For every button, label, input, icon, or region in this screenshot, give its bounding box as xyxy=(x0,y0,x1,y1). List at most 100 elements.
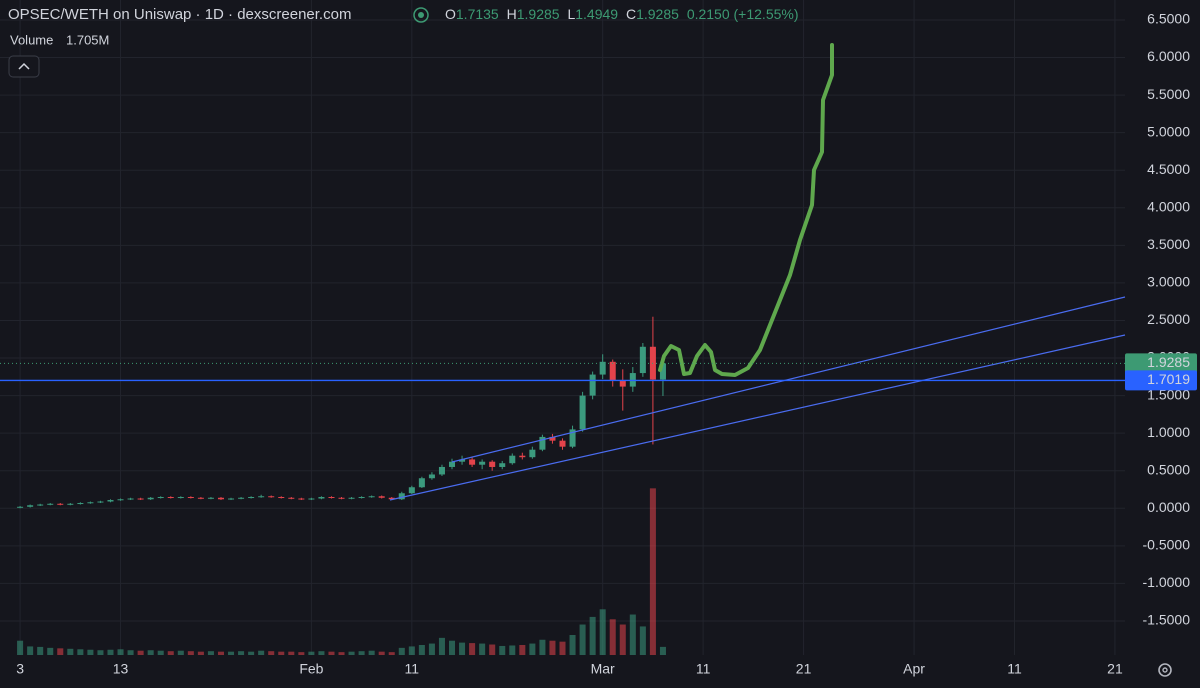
candle-body xyxy=(107,500,114,502)
axes: 6.5000 6.0000 5.5000 5.0000 4.5000 4.0000 3.50… xyxy=(0,11,1197,677)
y-tick-label: 2.5000 xyxy=(1147,311,1190,327)
candle-body xyxy=(268,496,275,498)
ohlc: O1.7135 H1.9285 L1.4949 C1.9285 0.2150 (… xyxy=(445,6,799,22)
x-tick-label: 3 xyxy=(16,661,24,677)
candle-body xyxy=(97,501,104,503)
candle-body xyxy=(519,455,526,458)
volume-bar xyxy=(659,646,666,655)
volume-bar xyxy=(248,651,255,655)
candle-body xyxy=(459,459,466,462)
volume-bar xyxy=(228,651,235,655)
candle-body xyxy=(599,361,606,375)
volume-bar xyxy=(559,641,566,655)
x-tick-label: 11 xyxy=(1007,661,1022,677)
candle-body xyxy=(639,346,646,374)
x-tick-label: 21 xyxy=(796,661,812,677)
volume-bar xyxy=(17,640,24,655)
candle-body xyxy=(448,461,456,467)
candle-body xyxy=(47,503,54,505)
volume-bar xyxy=(87,649,94,655)
volume-bar xyxy=(479,643,486,655)
settings-icon[interactable] xyxy=(1158,663,1172,677)
candle-body xyxy=(388,497,395,500)
volume-bar xyxy=(418,645,425,655)
volume-bar xyxy=(238,651,245,655)
candle-body xyxy=(117,499,124,501)
settings-icon xyxy=(1162,667,1168,673)
volume-bar xyxy=(107,649,114,655)
candle-body xyxy=(318,497,325,499)
x-tick-label: 13 xyxy=(113,661,129,677)
volume-pane xyxy=(17,488,666,655)
y-tick-label: 3.5000 xyxy=(1147,236,1190,252)
candle-body xyxy=(298,498,305,500)
volume-bar xyxy=(428,643,435,655)
candle-body xyxy=(147,497,154,500)
candle-body xyxy=(378,496,385,498)
x-tick-label: Mar xyxy=(591,661,615,677)
collapse-button[interactable] xyxy=(8,55,40,78)
volume-bar xyxy=(388,652,395,655)
volume-bar xyxy=(207,651,214,655)
price-tag xyxy=(1125,353,1197,374)
y-tick-label: 5.0000 xyxy=(1147,123,1190,139)
candle-body xyxy=(499,463,506,467)
volume-bar xyxy=(519,645,526,655)
volume-bar xyxy=(268,651,275,655)
volume-bar xyxy=(308,651,315,655)
volume-bar xyxy=(509,645,516,655)
y-tick-label: 6.5000 xyxy=(1147,11,1190,27)
candle-body xyxy=(187,497,194,499)
volume-bar xyxy=(27,646,34,655)
volume-bar xyxy=(137,650,144,655)
price-tag xyxy=(1125,370,1197,391)
candle-body xyxy=(619,380,626,387)
volume-bar xyxy=(609,619,616,655)
candle-body xyxy=(177,497,184,499)
candle-body xyxy=(67,503,74,505)
candle-body xyxy=(539,436,546,450)
volume-bar xyxy=(448,640,456,655)
grid xyxy=(0,0,1125,655)
volume-bar xyxy=(489,644,496,655)
candle-body xyxy=(288,497,295,499)
candle-body xyxy=(579,395,586,430)
volume-bar xyxy=(127,650,134,655)
volume-bar xyxy=(348,651,355,655)
volume-bar xyxy=(77,649,84,655)
candle-body xyxy=(438,466,445,475)
candle-body xyxy=(238,497,245,499)
change: 0.2150 (+12.55%) xyxy=(687,6,799,22)
y-tick-label: 6.0000 xyxy=(1147,48,1190,64)
status-icon xyxy=(418,12,424,18)
candle-body xyxy=(37,504,44,506)
candle-body xyxy=(529,449,536,458)
ohlc-key: C xyxy=(626,6,636,22)
candle-body xyxy=(57,503,64,505)
volume-value: 1.705M xyxy=(66,32,109,47)
x-tick-label: 21 xyxy=(1107,661,1123,677)
volume-bar xyxy=(529,643,536,655)
candle-body xyxy=(418,478,425,488)
candle-body xyxy=(489,461,496,467)
candle-body xyxy=(217,497,224,500)
volume-bar xyxy=(639,626,646,655)
volume-bar xyxy=(619,624,626,655)
volume-bar xyxy=(649,488,656,655)
ohlc-value: 1.9285 xyxy=(517,6,560,22)
volume-bar xyxy=(378,651,385,655)
candle-body xyxy=(127,498,134,500)
candle-body xyxy=(569,429,576,447)
volume-bar xyxy=(258,650,265,655)
volume-bar xyxy=(97,650,104,655)
y-tick-label: -1.5000 xyxy=(1143,612,1191,628)
ohlc-key: O xyxy=(445,6,456,22)
candle-body xyxy=(559,440,566,447)
candle-body xyxy=(659,363,666,380)
volume-bar xyxy=(469,643,476,655)
candle-body xyxy=(428,474,435,479)
candle-body xyxy=(408,487,415,494)
y-tick-label: 1.0000 xyxy=(1147,424,1190,440)
